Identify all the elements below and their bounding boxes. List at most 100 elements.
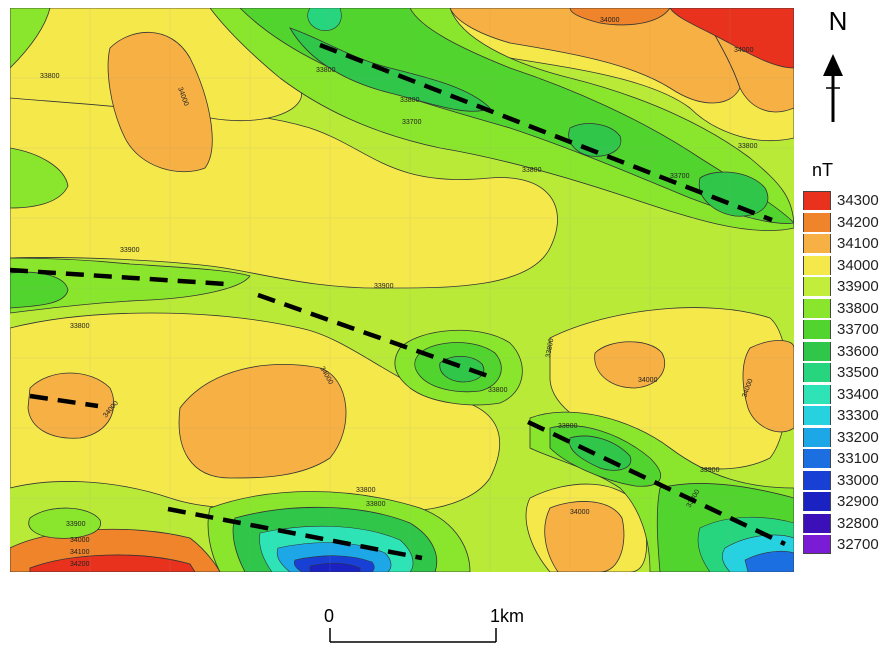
- zone-33600-ne-core: [698, 171, 769, 217]
- contour-label: 33800: [356, 487, 376, 494]
- north-arrow: N: [818, 6, 858, 126]
- legend-item: 33000: [803, 470, 891, 490]
- contour-label: 34200: [70, 561, 90, 568]
- contour-label: 34000: [70, 537, 90, 544]
- legend-swatch: [803, 277, 831, 296]
- legend-swatch: [803, 234, 831, 253]
- contour-label: 33900: [700, 467, 720, 474]
- contour-label: 33700: [402, 119, 422, 126]
- legend-label: 34000: [837, 256, 879, 274]
- legend-label: 33500: [837, 364, 879, 381]
- legend-swatch: [803, 427, 831, 447]
- scale-bar: 0 1km: [318, 606, 538, 646]
- legend-label: 33300: [837, 407, 879, 424]
- legend-item: 32800: [803, 513, 891, 533]
- zone-34100-d: [594, 341, 666, 389]
- legend-swatch: [803, 363, 831, 382]
- contour-labels: 34000 34000 33800 34000 33800 33800 3370…: [40, 17, 758, 568]
- contour-label: 33800: [366, 501, 386, 508]
- legend-swatch: [803, 449, 831, 468]
- zone-34100-b: [178, 363, 347, 479]
- contour-label: 33800: [70, 323, 90, 330]
- north-arrow-icon: [823, 54, 843, 122]
- legend-item: 33700: [803, 320, 891, 339]
- legend-label: 33800: [837, 299, 879, 317]
- legend-item: 33500: [803, 363, 891, 382]
- contour-label: 33800: [522, 167, 542, 174]
- lineament-4: [29, 393, 99, 409]
- contour-label: 33900: [66, 521, 86, 528]
- zone-33500-north-core: [307, 8, 342, 31]
- contour-label: 34000: [734, 47, 754, 54]
- contour-map-svg: 34000 34000 33800 34000 33800 33800 3370…: [10, 8, 794, 572]
- legend-swatch: [803, 255, 831, 275]
- legend-item: 32700: [803, 535, 891, 554]
- zone-34100-e: [742, 340, 794, 433]
- contour-label: 33800: [40, 73, 60, 80]
- legend-label: 34200: [837, 213, 879, 231]
- legend-swatch: [803, 320, 831, 339]
- lineament-1: [319, 42, 773, 223]
- zone-34300-sw: [29, 554, 196, 572]
- zone-33100-se: [744, 550, 794, 572]
- legend-swatch: [803, 470, 831, 490]
- legend-unit: nT: [812, 160, 834, 180]
- contour-label: 34100: [70, 549, 90, 556]
- legend-item: 33300: [803, 406, 891, 425]
- legend-swatch: [803, 191, 831, 210]
- zone-33800-top-left: [10, 8, 51, 69]
- legend-label: 33000: [837, 471, 879, 489]
- scale-bar-line: [329, 628, 497, 643]
- legend-item: 34200: [803, 212, 891, 232]
- legend-item: 34100: [803, 234, 891, 253]
- lineament-3: [257, 292, 489, 379]
- legend-item: 34000: [803, 255, 891, 275]
- lineament-6: [167, 506, 423, 561]
- contour-label: 33900: [374, 283, 394, 290]
- legend-label: 32700: [837, 536, 879, 553]
- legend-swatch: [803, 492, 831, 511]
- contour-label: 34000: [570, 509, 590, 516]
- legend-label: 32800: [837, 514, 879, 532]
- legend-item: 33200: [803, 427, 891, 447]
- legend-item: 33900: [803, 277, 891, 296]
- legend-swatch: [803, 298, 831, 318]
- scale-end-label: 1km: [490, 606, 525, 626]
- color-legend: 34300 34200 34100 34000 33900 33800 33700 33600…: [803, 191, 891, 571]
- legend-label: 33600: [837, 342, 879, 360]
- legend-label: 33400: [837, 385, 879, 403]
- legend-swatch: [803, 212, 831, 232]
- contour-label: 33800: [545, 338, 555, 358]
- zone-33700-west: [10, 271, 69, 309]
- north-label: N: [828, 6, 848, 36]
- scale-start-label: 0: [324, 606, 335, 626]
- legend-label: 34100: [837, 235, 879, 252]
- legend-label: 32900: [837, 493, 879, 510]
- zone-32900-south-center: [309, 562, 361, 572]
- contour-label: 33800: [316, 67, 336, 74]
- lineament-5: [527, 419, 786, 547]
- legend-swatch: [803, 513, 831, 533]
- lineament-2: [10, 267, 227, 287]
- contour-label: 33800: [738, 143, 758, 150]
- contour-label: 34000: [638, 377, 658, 384]
- legend-item: 32900: [803, 492, 891, 511]
- zone-34300-ne: [669, 8, 794, 69]
- legend-item: 33600: [803, 341, 891, 361]
- legend-swatch: [803, 535, 831, 554]
- legend-item: 33400: [803, 384, 891, 404]
- legend-label: 33100: [837, 450, 879, 467]
- contour-label: 33800: [558, 423, 578, 430]
- magnetic-contour-map: 34000 34000 33800 34000 33800 33800 3370…: [10, 8, 794, 572]
- zone-33800-left-mid: [10, 147, 69, 209]
- zone-34100-h: [544, 501, 625, 572]
- legend-label: 33200: [837, 428, 879, 446]
- contour-label: 33700: [670, 173, 690, 180]
- contour-label: 33800: [400, 97, 420, 104]
- zone-34200-ne: [569, 8, 671, 26]
- zone-34100-c: [27, 372, 115, 439]
- lineaments: [10, 42, 786, 561]
- legend-label: 33700: [837, 321, 879, 338]
- zone-33800-small-sw: [28, 507, 101, 539]
- legend-swatch: [803, 384, 831, 404]
